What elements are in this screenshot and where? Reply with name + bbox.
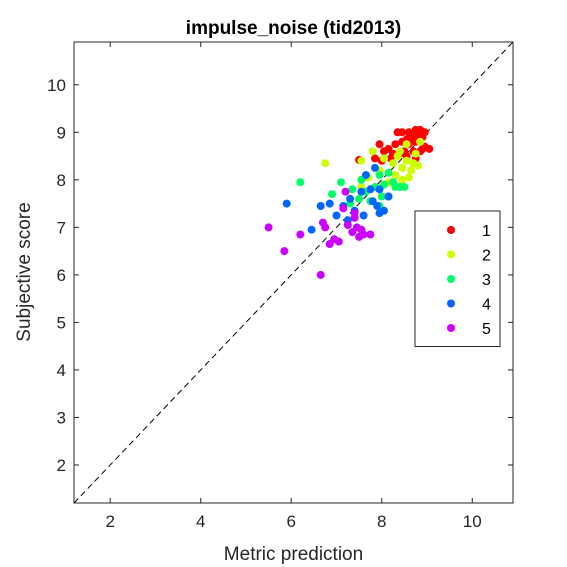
identity-reference-line <box>73 41 514 504</box>
data-point-series-5-10 <box>341 187 350 196</box>
legend-marker-3 <box>447 275 455 283</box>
data-point-series-2-14 <box>391 171 400 180</box>
data-point-series-3-15 <box>355 194 364 203</box>
legend-label-4: 4 <box>482 297 491 314</box>
data-point-series-5-0 <box>264 223 273 232</box>
data-point-series-3-10 <box>384 168 393 177</box>
data-point-series-3-17 <box>377 192 386 201</box>
data-points-layer <box>264 125 434 279</box>
data-point-series-2-11 <box>411 149 420 158</box>
data-point-series-2-6 <box>398 163 407 172</box>
data-point-series-4-14 <box>380 206 388 215</box>
data-point-series-3-1 <box>328 190 336 199</box>
data-point-series-5-2 <box>296 230 305 239</box>
y-tick-label: 4 <box>57 361 66 380</box>
data-point-series-4-1 <box>307 225 316 234</box>
data-point-series-2-7 <box>402 156 411 165</box>
data-point-series-1-24 <box>384 144 393 153</box>
y-tick-label: 7 <box>57 218 66 237</box>
data-point-series-4-3 <box>325 199 334 208</box>
data-point-series-5-3 <box>316 270 325 279</box>
data-point-series-1-16 <box>425 144 434 153</box>
y-tick-label: 2 <box>57 456 66 475</box>
data-point-series-1-23 <box>375 140 384 149</box>
data-point-series-2-4 <box>389 159 398 168</box>
y-tick-label: 10 <box>47 76 66 95</box>
data-point-series-2-1 <box>357 156 366 165</box>
axis-ticks-layer: 2 4 6 8 10 2 3 4 5 6 7 8 9 10 <box>47 42 513 531</box>
y-tick-label: 9 <box>57 123 66 142</box>
reference-line-layer <box>73 41 514 504</box>
legend-marker-5 <box>447 324 455 332</box>
data-point-series-2-10 <box>414 161 422 170</box>
data-point-series-5-8 <box>334 237 343 246</box>
data-point-series-2-0 <box>321 159 330 168</box>
y-tick-label: 3 <box>57 408 66 427</box>
data-point-series-1-1 <box>398 128 407 137</box>
data-point-series-4-12 <box>373 202 382 210</box>
data-point-series-3-3 <box>348 185 357 194</box>
x-tick-label: 4 <box>196 512 205 531</box>
data-point-series-4-18 <box>375 185 384 194</box>
data-point-series-3-0 <box>296 178 305 187</box>
data-point-series-5-9 <box>339 204 348 213</box>
data-point-series-4-10 <box>366 185 375 194</box>
data-point-series-5-18 <box>366 230 375 239</box>
data-point-series-2-20 <box>395 147 404 156</box>
data-point-series-4-4 <box>332 211 341 220</box>
data-point-series-5-11 <box>343 221 352 229</box>
data-point-series-4-6 <box>346 194 355 203</box>
x-tick-label: 2 <box>105 512 114 531</box>
data-point-series-3-8 <box>375 171 384 180</box>
data-point-series-2-3 <box>380 154 388 163</box>
data-point-series-5-1 <box>280 247 289 256</box>
data-point-series-4-8 <box>357 187 366 196</box>
data-point-series-5-17 <box>359 230 368 239</box>
data-point-series-4-15 <box>384 192 393 201</box>
plot-frame <box>73 41 514 504</box>
data-point-series-3-2 <box>337 178 345 187</box>
y-tick-label: 8 <box>57 171 66 190</box>
x-axis-label: Metric prediction <box>224 544 363 565</box>
y-tick-label: 6 <box>57 266 66 285</box>
data-point-series-3-14 <box>400 183 409 191</box>
data-point-series-4-2 <box>316 202 325 210</box>
data-point-series-2-21 <box>416 137 425 146</box>
data-point-series-2-2 <box>368 147 377 156</box>
legend-marker-4 <box>447 299 455 308</box>
series-4 <box>282 163 393 234</box>
legend-box <box>414 210 501 347</box>
legend-marker-2 <box>447 250 455 259</box>
legend: 1 2 3 4 5 <box>414 210 501 347</box>
y-axis-label: Subjective score <box>14 202 35 341</box>
series-5 <box>264 187 375 279</box>
data-point-series-1-29 <box>371 154 379 163</box>
data-point-series-4-16 <box>359 211 368 220</box>
data-point-series-2-13 <box>398 175 407 184</box>
data-point-series-1-12 <box>391 140 400 149</box>
x-tick-label: 6 <box>287 512 296 531</box>
data-point-series-5-5 <box>321 223 330 232</box>
data-point-series-2-8 <box>407 166 416 175</box>
data-point-series-2-19 <box>402 140 411 149</box>
data-point-series-1-27 <box>418 144 427 153</box>
x-tick-label: 10 <box>463 512 482 531</box>
legend-label-3: 3 <box>482 272 491 289</box>
legend-marker-1 <box>447 226 455 234</box>
legend-label-1: 1 <box>482 223 491 240</box>
chart-title: impulse_noise (tid2013) <box>186 18 401 39</box>
data-point-series-5-19 <box>350 213 359 222</box>
x-tick-label: 8 <box>377 512 386 531</box>
data-point-series-4-9 <box>361 171 370 180</box>
y-tick-label: 5 <box>57 313 66 332</box>
legend-label-2: 2 <box>482 248 491 265</box>
data-point-series-2-12 <box>404 173 413 182</box>
data-point-series-4-0 <box>282 199 291 208</box>
legend-label-5: 5 <box>482 321 491 338</box>
data-point-series-4-19 <box>371 163 379 172</box>
